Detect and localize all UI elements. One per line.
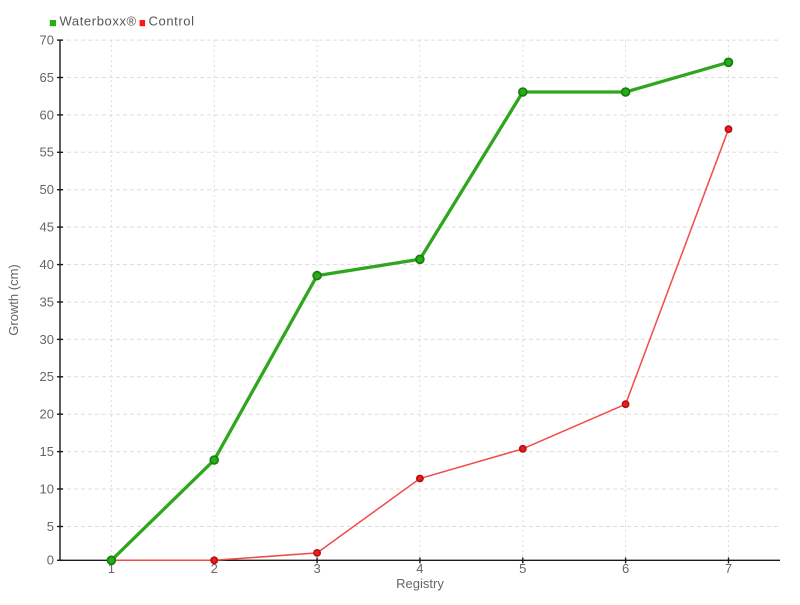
- svg-text:Growth (cm): Growth (cm): [6, 264, 21, 336]
- svg-text:15: 15: [40, 444, 54, 459]
- svg-text:20: 20: [40, 407, 54, 422]
- svg-text:25: 25: [40, 369, 54, 384]
- svg-text:Control: Control: [149, 14, 195, 29]
- svg-text:55: 55: [40, 145, 54, 160]
- svg-text:Waterboxx®: Waterboxx®: [60, 14, 137, 29]
- svg-text:60: 60: [40, 107, 54, 122]
- svg-text:35: 35: [40, 294, 54, 309]
- svg-text:Registry: Registry: [396, 576, 444, 591]
- svg-text:7: 7: [725, 561, 732, 576]
- svg-text:40: 40: [40, 257, 54, 272]
- svg-text:65: 65: [40, 70, 54, 85]
- svg-text:10: 10: [40, 481, 54, 496]
- svg-text:0: 0: [47, 553, 54, 568]
- svg-text:4: 4: [416, 561, 423, 576]
- svg-text:6: 6: [622, 561, 629, 576]
- svg-text:50: 50: [40, 182, 54, 197]
- svg-text:30: 30: [40, 332, 54, 347]
- svg-text:5: 5: [47, 519, 54, 534]
- svg-text:3: 3: [313, 561, 320, 576]
- svg-text:5: 5: [519, 561, 526, 576]
- svg-text:70: 70: [40, 33, 54, 48]
- svg-text:45: 45: [40, 220, 54, 235]
